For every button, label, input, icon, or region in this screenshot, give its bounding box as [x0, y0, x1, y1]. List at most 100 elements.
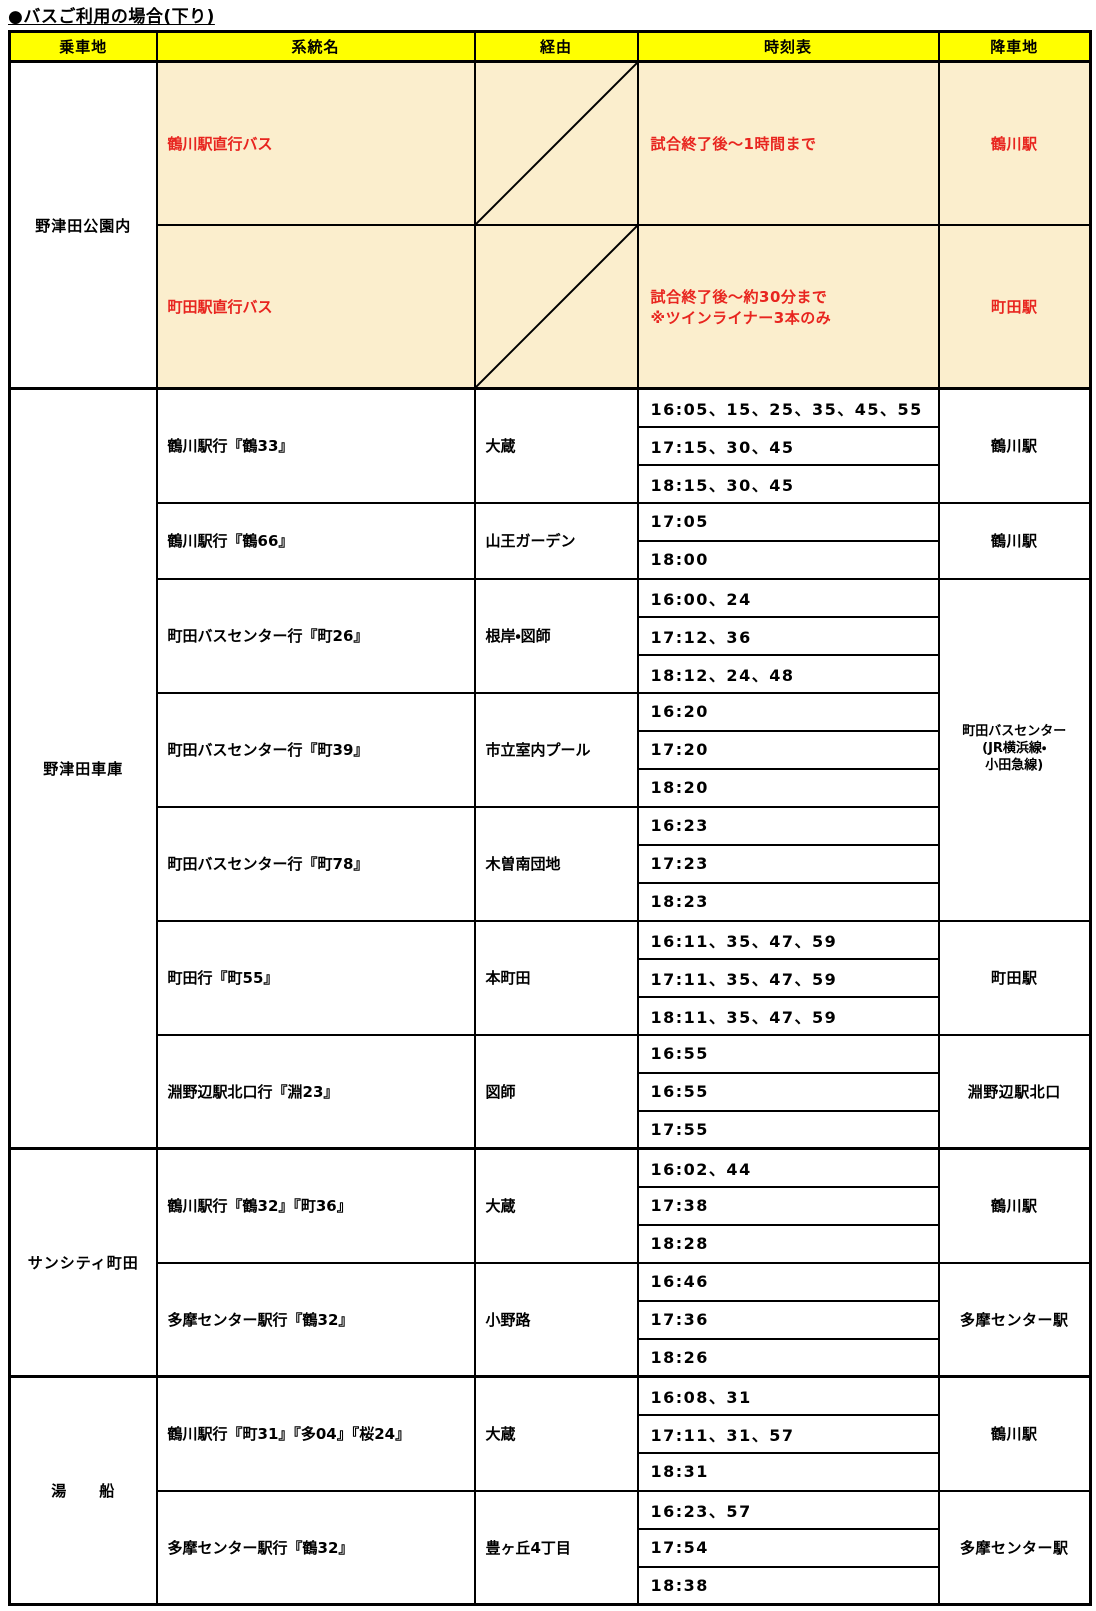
table-row: 17:55 — [10, 1109, 1091, 1150]
dropoff-cell: 多摩センター駅 — [937, 1489, 1092, 1606]
time-cell: 16:05、15、25、35、45、55 — [636, 387, 940, 428]
via-cell: 根岸・図師 — [473, 577, 639, 694]
time-cell: 18:12、24、48 — [636, 653, 940, 694]
dropoff-cell: 鶴川駅 — [937, 1375, 1092, 1492]
via-cell: 本町田 — [473, 919, 639, 1036]
table-row: 多摩センター駅行『鶴32』 小野路 16:46 多摩センター駅 — [10, 1261, 1092, 1378]
table-body: 野津田公園内 鶴川駅直行バス 試合終了後～1時間まで 鶴川駅 町田駅直行バス 試合終了後～… — [8, 60, 1092, 1606]
route-cell: 多摩センター駅行『鶴32』 — [155, 1261, 476, 1378]
time-cell: 17:23 — [636, 843, 940, 884]
table-row: 17:38 — [10, 1185, 1091, 1226]
route-cell: 鶴川駅行『鶴33』 — [155, 387, 476, 504]
table-row: 17:36 — [10, 1299, 1091, 1340]
bus-timetable-table: 乗車地 系統名 経由 時刻表 降車地 野津田公園内 鶴川駅直行バス 試合終了後～1時間まで鶴… — [8, 30, 1092, 1606]
time-text: 17:12、36 — [650, 627, 752, 647]
dropoff-text: 鶴川駅 — [990, 437, 1038, 456]
table-row: 町田バスセンター行『町39』 市立室内プール 16:20 — [10, 691, 1091, 808]
time-cell: 17:15、30、45 — [636, 425, 940, 466]
route-cell: 町田駅直行バス — [155, 224, 476, 390]
time-text: 18:20 — [650, 778, 709, 797]
boarding-cell: 野津田車庫 — [8, 387, 158, 1150]
time-text: 17:38 — [650, 1196, 709, 1215]
time-cell: 17:05 — [636, 501, 940, 542]
time-cell: 16:02、44 — [636, 1147, 940, 1188]
time-cell: 16:55 — [636, 1033, 940, 1074]
dropoff-text: 多摩センター駅 — [959, 1310, 1069, 1329]
time-text: 18:28 — [650, 1234, 709, 1253]
time-text: 16:23 — [650, 816, 709, 835]
time-cell: 16:23 — [636, 805, 940, 846]
time-cell: 18:26 — [636, 1337, 940, 1378]
table-row: 17:12、36 — [10, 615, 1091, 656]
time-cell: 18:15、30、45 — [636, 463, 940, 504]
table-row: 18:12、24、48 — [10, 653, 1091, 694]
via-cell: 山王ガーデン — [473, 501, 639, 580]
table-row: 淵野辺駅北口行『淵23』 図師 16:55 淵野辺駅北口 — [10, 1033, 1092, 1150]
time-cell: 18:38 — [636, 1565, 940, 1606]
time-cell: 17:38 — [636, 1185, 940, 1226]
via-cell: 市立室内プール — [473, 691, 639, 808]
page-title: ●バスご利用の場合(下り) — [8, 7, 215, 27]
dropoff-text: 町田駅 — [990, 969, 1038, 987]
time-text: 18:38 — [650, 1575, 709, 1595]
table-row: 18:23 — [10, 881, 1091, 922]
time-text: 17:55 — [650, 1119, 709, 1139]
time-cell: 18:28 — [636, 1223, 940, 1264]
table-row: 17:20 — [10, 729, 1091, 770]
via-diagonal-cell — [473, 224, 639, 390]
boarding-cell: 野津田公園内 — [8, 60, 158, 390]
table-row: 町田バスセンター行『町78』 木曽南団地 16:23 — [10, 805, 1091, 922]
via-cell: 木曽南団地 — [473, 805, 639, 922]
table-row: 18:28 — [10, 1223, 1091, 1264]
dropoff-cell: 鶴川駅 — [937, 501, 1092, 580]
time-cell: 試合終了後～1時間まで — [636, 60, 940, 226]
time-text: 17:54 — [650, 1538, 709, 1557]
dropoff-text: 鶴川駅 — [990, 135, 1038, 153]
table-row: 18:00 — [10, 539, 1091, 580]
time-text: ※ツインライナー3本のみ — [650, 308, 832, 327]
time-cell: 16:00、24 — [636, 577, 940, 618]
dropoff-text: (JR横浜線・ — [982, 741, 1047, 757]
time-text: 17:11、31、57 — [650, 1425, 795, 1445]
via-cell: 小野路 — [473, 1261, 639, 1378]
table-row: 町田駅直行バス 試合終了後～約30分まで ※ツインライナー3本のみ 町田駅 — [10, 224, 1092, 390]
column-header-dropoff: 降車地 — [937, 30, 1092, 63]
table-row: 17:15、30、45 — [10, 425, 1091, 466]
dropoff-cell: 町田駅 — [937, 224, 1092, 390]
dropoff-text: 鶴川駅 — [990, 1425, 1038, 1444]
time-text: 16:11、35、47、59 — [650, 931, 838, 951]
dropoff-cell: 鶴川駅 — [937, 387, 1092, 504]
time-text: 16:46 — [650, 1272, 709, 1291]
route-cell: 多摩センター駅行『鶴32』 — [155, 1489, 476, 1606]
time-text: 18:31 — [650, 1462, 709, 1481]
route-cell: 町田行『町55』 — [155, 919, 476, 1036]
via-cell: 大蔵 — [473, 1375, 639, 1492]
table-row: 湯 船鶴川駅行『町31』『多04』『桜24』 大蔵 16:08、31 鶴川駅 — [8, 1375, 1092, 1606]
via-cell: 大蔵 — [473, 387, 639, 504]
time-text: 16:55 — [650, 1044, 709, 1063]
time-text: 17:05 — [650, 512, 709, 531]
table-row: 鶴川駅行『鶴66』 山王ガーデン 17:05 鶴川駅 — [10, 501, 1092, 580]
route-cell: 町田バスセンター行『町26』 — [155, 577, 476, 694]
header-row: 乗車地 系統名 経由 時刻表 降車地 — [8, 30, 1092, 63]
boarding-cell: 湯 船 — [8, 1375, 158, 1606]
dropoff-cell: 町田バスセンター (JR横浜線・ 小田急線) — [937, 577, 1092, 922]
dropoff-text: 鶴川駅 — [990, 532, 1038, 550]
time-text: 17:11、35、47、59 — [650, 969, 838, 989]
time-cell: 17:11、35、47、59 — [636, 957, 940, 998]
dropoff-text: 町田バスセンター — [962, 724, 1067, 740]
dropoff-cell: 鶴川駅 — [937, 60, 1092, 226]
time-text: 16:08、31 — [650, 1387, 752, 1407]
dropoff-cell: 多摩センター駅 — [937, 1261, 1092, 1378]
via-cell: 大蔵 — [473, 1147, 639, 1264]
dropoff-cell: 淵野辺駅北口 — [937, 1033, 1092, 1150]
dropoff-text: 鶴川駅 — [990, 1197, 1038, 1216]
time-text: 17:23 — [650, 854, 709, 873]
time-text: 16:55 — [650, 1082, 709, 1101]
time-text: 試合終了後～1時間まで — [650, 135, 817, 153]
time-cell: 16:11、35、47、59 — [636, 919, 940, 960]
route-cell: 鶴川駅行『鶴66』 — [155, 501, 476, 580]
time-cell: 16:46 — [636, 1261, 940, 1302]
table-row: 多摩センター駅行『鶴32』 豊ヶ丘4丁目 16:23、57 多摩センター駅 — [10, 1489, 1092, 1606]
column-header-via: 経由 — [473, 30, 639, 63]
